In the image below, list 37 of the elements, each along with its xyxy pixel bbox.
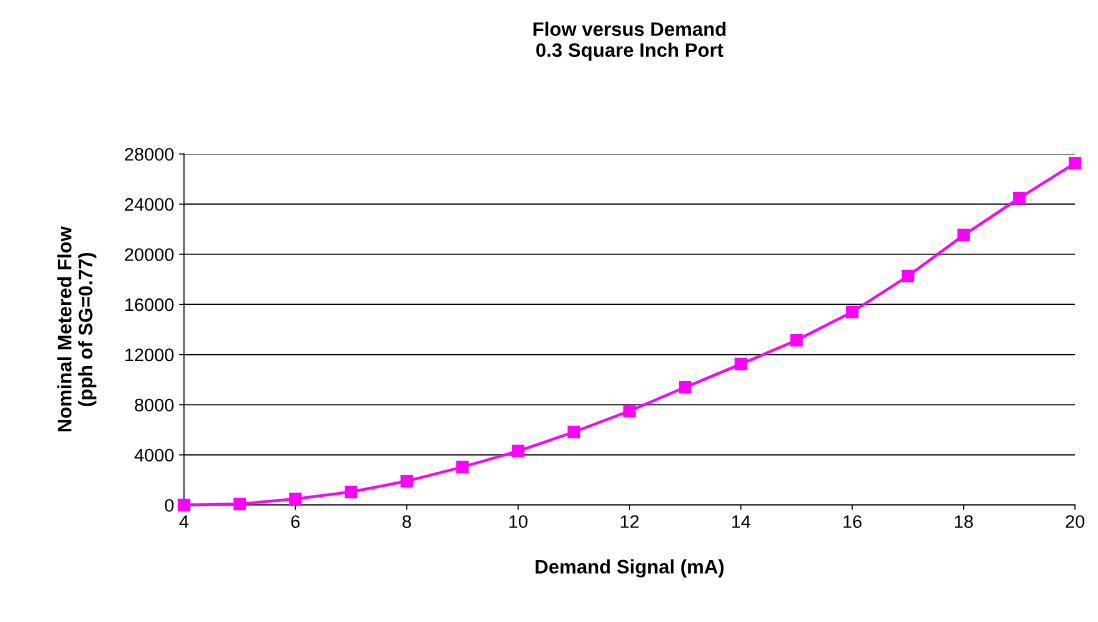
x-tick-label: 10: [509, 515, 528, 528]
point: [289, 492, 302, 506]
point: [790, 333, 803, 347]
y-tick-label: 12000: [125, 348, 174, 362]
x-tick-label: 4: [179, 515, 189, 528]
point: [344, 485, 358, 499]
point: [901, 269, 915, 283]
point: [678, 380, 692, 394]
x-tick-label: 12: [620, 515, 639, 528]
x-tick-label: 20: [1065, 515, 1085, 528]
point: [456, 460, 469, 474]
x-tick-label: 6: [291, 515, 300, 528]
x-tick-label: 8: [402, 515, 411, 528]
point: [1068, 156, 1082, 170]
point: [400, 474, 414, 488]
point: [511, 444, 525, 458]
point: [1013, 191, 1026, 205]
x-tick-label: 18: [954, 515, 973, 528]
x-tick-label: 14: [732, 515, 751, 528]
y-tick-label: 16000: [125, 298, 174, 312]
y-tick-label: 0: [164, 498, 174, 512]
y-tick-label: 28000: [124, 147, 174, 161]
point: [957, 228, 970, 242]
point: [623, 404, 636, 418]
chart-title: Flow versus Demand 0.3 Square Inch Port: [533, 21, 726, 61]
point: [845, 305, 859, 319]
point: [734, 357, 748, 371]
y-tick-label: 20000: [124, 248, 174, 262]
point: [567, 425, 581, 439]
point: [233, 497, 246, 511]
y-tick-label: 8000: [134, 398, 174, 412]
point: [177, 498, 191, 512]
y-tick-label: 4000: [134, 448, 174, 462]
y-axis-title: Nominal Metered Flow (pph of SG=0.77): [57, 226, 97, 432]
x-tick-label: 16: [843, 515, 862, 528]
y-tick-label: 24000: [124, 198, 174, 211]
x-axis-title: Demand Signal (mA): [535, 559, 724, 578]
